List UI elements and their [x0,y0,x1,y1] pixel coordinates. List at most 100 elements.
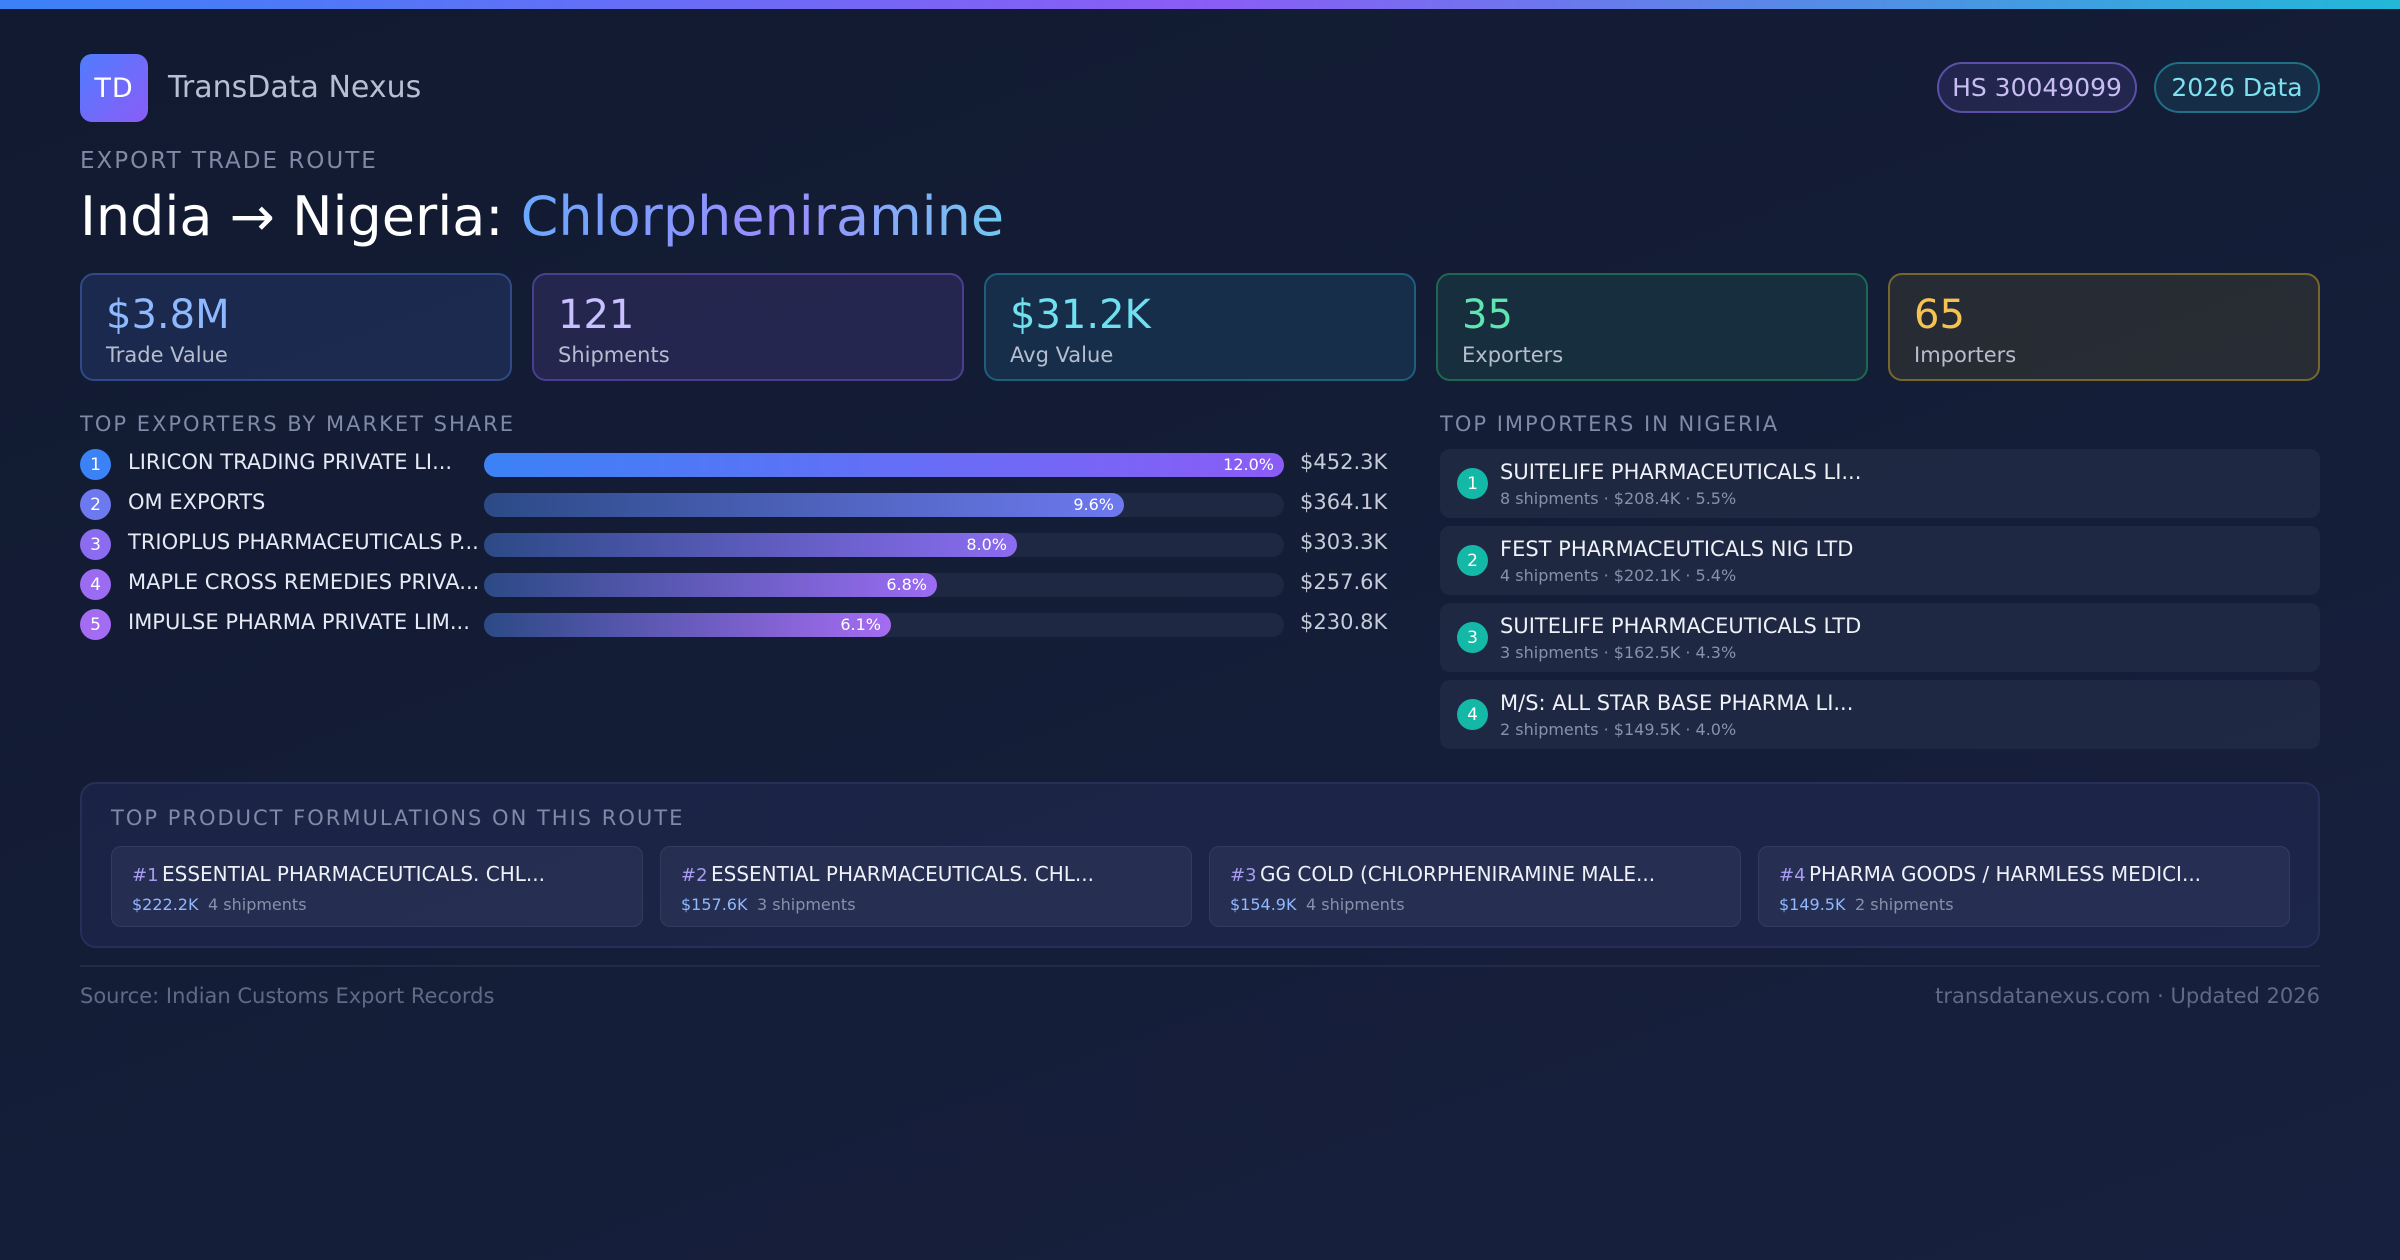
formulation-name: ESSENTIAL PHARMACEUTICALS. CHL... [711,862,1094,886]
importer-card[interactable]: 3 SUITELIFE PHARMACEUTICALS LTD 3 shipme… [1440,603,2320,672]
importer-meta: 2 shipments · $149.5K · 4.0% [1500,720,1737,739]
share-percent: 9.6% [1073,495,1114,514]
importer-name: M/S: ALL STAR BASE PHARMA LI... [1500,691,1854,715]
formulations-panel: TOP PRODUCT FORMULATIONS ON THIS ROUTE #… [80,782,2320,948]
hs-code-badge: HS 30049099 [1937,62,2137,113]
share-bar-track: 6.1% [484,613,1284,637]
formulation-name: ESSENTIAL PHARMACEUTICALS. CHL... [162,862,545,886]
share-bar-track: 12.0% [484,453,1284,477]
importer-meta: 8 shipments · $208.4K · 5.5% [1500,489,1737,508]
formulation-rank: #2 [681,865,708,886]
rank-badge: 2 [80,489,111,520]
stat-card-avg-value: $31.2K Avg Value [984,273,1416,381]
share-percent: 6.8% [886,575,927,594]
formulation-rank: #1 [132,865,159,886]
rank-badge: 1 [1457,468,1488,499]
formulation-value: $157.6K [681,895,748,914]
formulation-card[interactable]: #3 GG COLD (CHLORPHENIRAMINE MALE... $15… [1209,846,1741,927]
share-bar-track: 8.0% [484,533,1284,557]
product-name: Chlorpheniramine [520,185,1005,248]
formulation-rank: #3 [1230,865,1257,886]
exporter-value: $257.6K [1300,570,1388,594]
exporter-value: $364.1K [1300,490,1388,514]
importer-meta: 3 shipments · $162.5K · 4.3% [1500,643,1737,662]
exporter-row: 1 LIRICON TRADING PRIVATE LI... 12.0% $4… [80,447,1387,481]
footer-site-link[interactable]: transdatanexus.com · Updated 2026 [1935,984,2320,1008]
rank-badge: 4 [1457,699,1488,730]
share-bar-fill: 6.1% [484,613,891,637]
importers-section-title: TOP IMPORTERS IN NIGERIA [1440,412,1780,436]
formulation-rank: #4 [1779,865,1806,886]
exporter-name: IMPULSE PHARMA PRIVATE LIM... [128,610,470,634]
rank-badge: 5 [80,609,111,640]
brand-logo[interactable]: TD [80,54,148,122]
data-year-badge: 2026 Data [2154,62,2320,113]
share-percent: 6.1% [840,615,881,634]
formulation-value: $222.2K [132,895,199,914]
share-bar-track: 6.8% [484,573,1284,597]
dashboard: TD TransData Nexus HS 30049099 2026 Data… [80,0,2320,1260]
stat-label: Avg Value [1010,343,1114,367]
exporter-value: $452.3K [1300,450,1388,474]
importer-card[interactable]: 4 M/S: ALL STAR BASE PHARMA LI... 2 ship… [1440,680,2320,749]
importer-card[interactable]: 2 FEST PHARMACEUTICALS NIG LTD 4 shipmen… [1440,526,2320,595]
share-bar-track: 9.6% [484,493,1284,517]
formulation-shipments: 4 shipments [1306,895,1405,914]
share-bar-fill: 12.0% [484,453,1284,477]
formulation-shipments: 4 shipments [208,895,307,914]
exporter-name: OM EXPORTS [128,490,266,514]
share-bar-fill: 9.6% [484,493,1124,517]
stat-value: 35 [1462,292,1513,338]
exporter-row: 3 TRIOPLUS PHARMACEUTICALS P... 8.0% $30… [80,527,1387,561]
importer-meta: 4 shipments · $202.1K · 5.4% [1500,566,1737,585]
formulation-name: GG COLD (CHLORPHENIRAMINE MALE... [1260,862,1656,886]
formulation-card[interactable]: #4 PHARMA GOODS / HARMLESS MEDICI... $14… [1758,846,2290,927]
stat-card-exporters: 35 Exporters [1436,273,1868,381]
stat-label: Exporters [1462,343,1564,367]
rank-badge: 4 [80,569,111,600]
share-bar-fill: 8.0% [484,533,1017,557]
stat-value: 65 [1914,292,1965,338]
formulation-value: $154.9K [1230,895,1297,914]
exporter-value: $230.8K [1300,610,1388,634]
route-eyebrow: EXPORT TRADE ROUTE [80,148,378,174]
stat-value: 121 [558,292,635,338]
accent-bar [0,0,2400,9]
formulation-shipments: 3 shipments [757,895,856,914]
formulation-card[interactable]: #2 ESSENTIAL PHARMACEUTICALS. CHL... $15… [660,846,1192,927]
footer-divider [80,965,2320,967]
importer-name: FEST PHARMACEUTICALS NIG LTD [1500,537,1854,561]
stat-label: Importers [1914,343,2017,367]
rank-badge: 3 [80,529,111,560]
stat-card-importers: 65 Importers [1888,273,2320,381]
stat-value: $31.2K [1010,292,1151,338]
rank-badge: 1 [80,449,111,480]
route-text: India → Nigeria: [80,185,521,248]
share-percent: 8.0% [966,535,1007,554]
rank-badge: 2 [1457,545,1488,576]
stat-label: Shipments [558,343,670,367]
formulation-shipments: 2 shipments [1855,895,1954,914]
brand-name[interactable]: TransData Nexus [168,70,422,105]
importer-name: SUITELIFE PHARMACEUTICALS LI... [1500,460,1862,484]
importer-name: SUITELIFE PHARMACEUTICALS LTD [1500,614,1862,638]
formulation-name: PHARMA GOODS / HARMLESS MEDICI... [1809,862,2202,886]
page-title: India → Nigeria: Chlorpheniramine [80,185,1004,248]
exporter-name: TRIOPLUS PHARMACEUTICALS P... [128,530,479,554]
stat-value: $3.8M [106,292,230,338]
importer-card[interactable]: 1 SUITELIFE PHARMACEUTICALS LI... 8 ship… [1440,449,2320,518]
exporters-section-title: TOP EXPORTERS BY MARKET SHARE [80,412,516,436]
rank-badge: 3 [1457,622,1488,653]
share-bar-fill: 6.8% [484,573,937,597]
stat-label: Trade Value [106,343,228,367]
exporter-name: LIRICON TRADING PRIVATE LI... [128,450,453,474]
formulation-value: $149.5K [1779,895,1846,914]
exporter-name: MAPLE CROSS REMEDIES PRIVA... [128,570,480,594]
footer-source: Source: Indian Customs Export Records [80,984,495,1008]
exporter-row: 2 OM EXPORTS 9.6% $364.1K [80,487,1387,521]
exporter-row: 4 MAPLE CROSS REMEDIES PRIVA... 6.8% $25… [80,567,1387,601]
share-percent: 12.0% [1223,455,1274,474]
exporter-value: $303.3K [1300,530,1388,554]
formulation-card[interactable]: #1 ESSENTIAL PHARMACEUTICALS. CHL... $22… [111,846,643,927]
stat-card-trade-value: $3.8M Trade Value [80,273,512,381]
